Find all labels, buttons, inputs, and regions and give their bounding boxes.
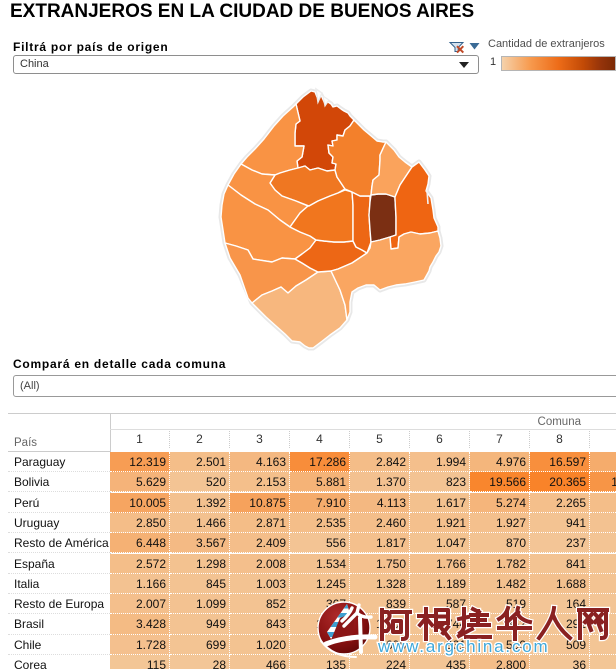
svg-text:www.argchina.com: www.argchina.com [377, 637, 549, 656]
svg-text:www.argchina.com: www.argchina.com [377, 637, 549, 656]
